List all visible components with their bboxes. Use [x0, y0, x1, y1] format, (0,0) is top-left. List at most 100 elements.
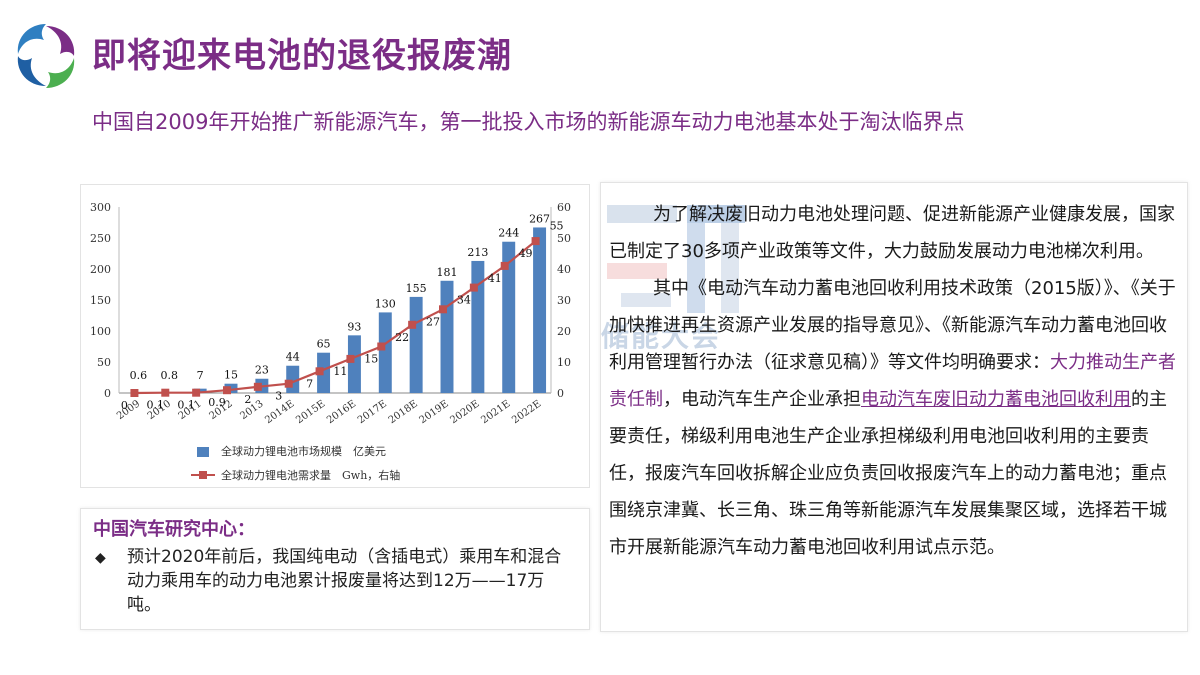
demand-value-label: 15 [364, 353, 378, 366]
bar-value-label: 7 [197, 369, 204, 382]
demand-point [161, 388, 170, 397]
y2-tick-label: 0 [557, 387, 564, 400]
demand-point [253, 382, 262, 391]
bar-value-label: 155 [406, 282, 427, 295]
diamond-bullet-icon: ◆ [95, 550, 106, 566]
y-tick-label: 300 [90, 201, 111, 214]
demand-point [469, 283, 478, 292]
demand-point [346, 354, 355, 363]
y2-tick-label: 60 [557, 201, 571, 214]
bar-value-label: 213 [467, 246, 488, 259]
y-tick-label: 200 [90, 263, 111, 276]
y2-tick-label: 20 [557, 325, 571, 338]
bar-value-label: 44 [286, 351, 300, 364]
demand-value-label: 0.1 [147, 399, 165, 412]
bar-value-label: 0.8 [161, 369, 179, 382]
demand-point [439, 305, 447, 314]
bar-value-label: 15 [224, 369, 238, 382]
policy-paragraph-1-text: 为了解决废旧动力电池处理问题、促进新能源产业健康发展，国家已制定了30多项产业政… [609, 204, 1175, 262]
demand-point [130, 389, 139, 397]
x-tick-label: 2020E [448, 398, 481, 426]
bar [440, 280, 454, 393]
note-text: 预计2020年前后，我国纯电动（含插电式）乘用车和混合动力乘用车的动力电池累计报… [127, 547, 562, 615]
y-tick-label: 100 [90, 325, 111, 338]
x-tick-label: 2018E [387, 398, 420, 426]
bar [347, 335, 361, 393]
demand-value-label: 0 [121, 399, 128, 412]
bar [378, 312, 392, 393]
demand-point [284, 379, 293, 388]
swirl-logo-icon [17, 24, 75, 88]
bar-value-label: 65 [317, 338, 331, 351]
page-subtitle: 中国自2009年开始推广新能源汽车，第一批投入市场的新能源车动力电池基本处于淘汰… [92, 110, 965, 134]
y-tick-label: 0 [104, 387, 111, 400]
demand-value-label: 2 [244, 393, 251, 406]
x-tick-label: 2009 [115, 398, 142, 422]
x-tick-label: 2021E [479, 398, 512, 426]
y-tick-label: 250 [90, 232, 111, 245]
y-tick-label: 50 [97, 356, 111, 369]
bar-value-label: 0.6 [130, 369, 148, 382]
demand-point [408, 320, 417, 329]
bar-value-label: 267 [529, 212, 550, 225]
policy-paragraph-2-text-a: 其中《电动汽车动力蓄电池回收利用技术政策（2015版）》、《关于加快推进再生资源… [609, 278, 1176, 373]
policy-paragraph-1: 为了解决废旧动力电池处理问题、促进新能源产业健康发展，国家已制定了30多项产业政… [601, 196, 1187, 270]
page-title: 即将迎来电池的退役报废潮 [92, 36, 512, 76]
y2-tick-label: 30 [557, 294, 571, 307]
y2-tick-label: 10 [557, 356, 571, 369]
bar [471, 260, 485, 393]
x-tick-label: 2022E [510, 398, 543, 426]
bar-value-label: 93 [347, 320, 361, 333]
demand-value-label: 11 [333, 365, 347, 378]
y2-tick-label: 50 [557, 232, 571, 245]
bar [409, 296, 423, 393]
demand-value-label: 7 [306, 377, 313, 390]
demand-value-label: 49 [519, 247, 533, 260]
y2-tick-label: 40 [557, 263, 571, 276]
research-center-note: 中国汽车研究中心： ◆ 预计2020年前后，我国纯电动（含插电式）乘用车和混合动… [80, 508, 590, 630]
extra-value-label: 55 [550, 220, 564, 233]
demand-point [377, 342, 386, 351]
bar-value-label: 23 [255, 364, 269, 377]
demand-point [223, 386, 231, 395]
x-tick-label: 2019E [418, 398, 451, 426]
demand-value-label: 0.9 [208, 396, 226, 409]
demand-point [192, 388, 201, 397]
producer-responsibility-highlight: 大力推动生产者责任制 [609, 352, 1176, 410]
y-tick-label: 150 [90, 294, 111, 307]
note-title: 中国汽车研究中心： [93, 519, 255, 540]
demand-value-label: 41 [488, 272, 502, 285]
chart-panel: 0 50 100 150 200 250 300 0 10 20 30 40 50 60 2009 2010 2… [80, 184, 590, 488]
policy-paragraph-2-text-b: ，电动汽车生产企业承担 [663, 389, 861, 410]
demand-point [315, 367, 324, 376]
policy-paragraph-2: 其中《电动汽车动力蓄电池回收利用技术政策（2015版）》、《关于加快推进再生资源… [601, 270, 1187, 566]
legend-line-label: 全球动力锂电池需求量 Gwh，右轴 [221, 468, 400, 482]
bar-value-label: 130 [375, 297, 396, 310]
demand-value-label: 22 [395, 331, 409, 344]
legend-line-marker [199, 471, 207, 479]
watermark-logo-icon [607, 205, 745, 313]
watermark-text: 储能大会 [601, 320, 722, 353]
demand-value-label: 27 [426, 315, 440, 328]
legend-bar-swatch [197, 447, 209, 457]
demand-point [531, 237, 540, 246]
policy-text-panel: 储能大会 为了解决废旧动力电池处理问题、促进新能源产业健康发展，国家已制定了30… [600, 182, 1188, 632]
x-tick-label: 2013 [238, 398, 265, 422]
bar-value-label: 244 [498, 227, 519, 240]
x-tick-label: 2015E [294, 398, 327, 426]
bar [317, 352, 331, 393]
bar-value-label: 181 [437, 266, 458, 279]
policy-paragraph-2-text-c: 的主要责任，梯级利用电池生产企业承担梯级利用电池回收利用的主要责任，报废汽车回收… [609, 389, 1167, 558]
demand-point [500, 261, 509, 270]
bar [502, 241, 516, 393]
legend-bar-label: 全球动力锂电池市场规模 亿美元 [221, 444, 386, 458]
x-tick-label: 2016E [325, 398, 358, 426]
demand-value-label: 0.1 [177, 399, 195, 412]
demand-value-label: 34 [457, 294, 471, 307]
x-tick-label: 2017E [356, 398, 389, 426]
bar [533, 227, 547, 393]
battery-recycling-highlight: 电动汽车废旧动力蓄电池回收利用 [861, 389, 1131, 410]
demand-value-label: 3 [275, 390, 282, 403]
demand-line [134, 240, 537, 395]
